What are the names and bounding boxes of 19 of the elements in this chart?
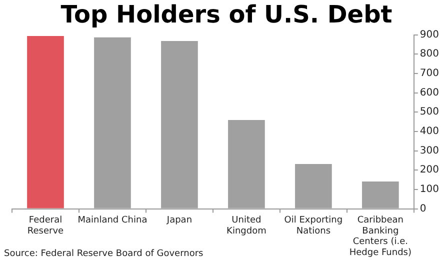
y-tick-label: 700 [420, 68, 440, 80]
x-tick-label: Mainland China [78, 216, 148, 226]
y-tick-label: 200 [420, 164, 440, 176]
x-tick-label: Oil Exporting Nations [284, 216, 343, 236]
y-tick-label: 600 [420, 87, 440, 98]
x-tick-label: Japan [166, 216, 192, 226]
x-tick-label: Federal Reserve [27, 216, 64, 236]
x-tick-label: United Kingdom [226, 216, 266, 236]
chart-title: Top Holders of U.S. Debt [60, 0, 392, 29]
y-tick-label: 400 [420, 126, 440, 138]
source-note: Source: Federal Reserve Board of Governors [4, 248, 204, 259]
x-tick-label: Caribbean Banking Centers (i.e. Hedge Funds) [349, 216, 412, 258]
y-tick-label: 900 [420, 29, 440, 40]
y-tick-label: 300 [420, 145, 440, 156]
bar [27, 36, 64, 208]
y-tick-label: 0 [420, 203, 426, 214]
y-tick-label: 500 [420, 106, 440, 118]
y-tick-label: 100 [420, 184, 440, 196]
y-tick-label: 800 [420, 48, 440, 60]
